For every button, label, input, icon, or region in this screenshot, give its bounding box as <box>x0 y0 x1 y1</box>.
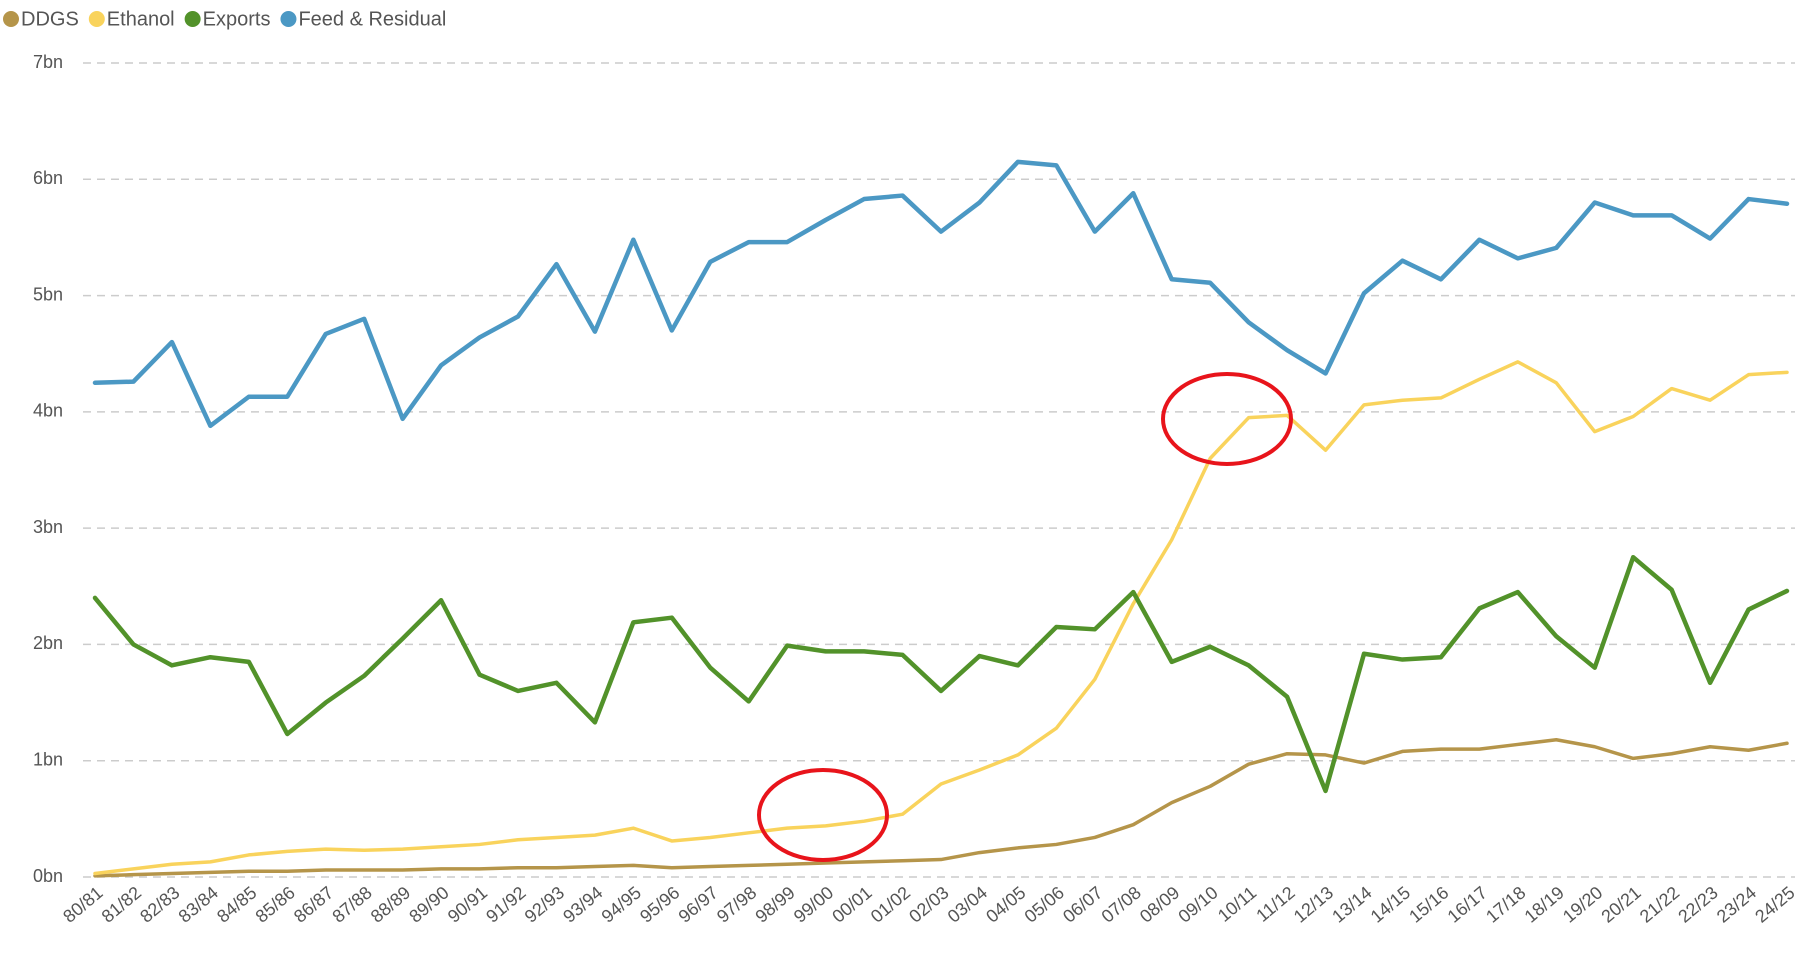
legend-marker <box>88 11 105 27</box>
series-line <box>92 554 1790 794</box>
x-tick-label: 83/84 <box>175 882 222 926</box>
x-tick-label: 19/20 <box>1559 882 1606 926</box>
x-tick-label: 24/25 <box>1751 882 1798 926</box>
y-tick-label: 6bn <box>33 168 63 188</box>
x-tick-label: 95/96 <box>636 882 683 926</box>
x-tick-label: 22/23 <box>1674 882 1721 926</box>
y-tick-label: 1bn <box>33 749 63 769</box>
legend-marker <box>280 11 297 27</box>
x-tick-label: 00/01 <box>828 882 875 926</box>
x-tick-label: 98/99 <box>751 882 798 926</box>
legend-label: Ethanol <box>107 8 175 30</box>
x-tick-label: 13/14 <box>1328 882 1375 926</box>
x-tick-label: 15/16 <box>1405 882 1452 926</box>
x-tick-label: 17/18 <box>1482 882 1529 926</box>
x-tick-label: 88/89 <box>367 882 414 926</box>
highlight-circle <box>757 768 889 862</box>
x-tick-label: 18/19 <box>1521 882 1568 926</box>
y-tick-label: 4bn <box>33 401 63 421</box>
x-tick-label: 02/03 <box>905 882 952 926</box>
y-tick-label: 7bn <box>33 52 63 72</box>
x-tick-label: 81/82 <box>98 882 145 926</box>
x-tick-label: 23/24 <box>1713 882 1760 926</box>
legend-marker <box>3 11 19 27</box>
x-tick-label: 04/05 <box>982 882 1029 926</box>
x-tick-label: 89/90 <box>405 882 452 926</box>
x-tick-label: 21/22 <box>1636 882 1683 926</box>
y-tick-label: 2bn <box>33 633 63 653</box>
x-tick-label: 93/94 <box>559 882 606 926</box>
x-tick-label: 92/93 <box>521 882 568 926</box>
grid: 0bn 1bn 2bn 3bn 4bn 5bn 6bn 7bn <box>33 52 1795 886</box>
series-line <box>93 738 1789 878</box>
lines <box>92 159 1790 878</box>
x-tick-label: 01/02 <box>867 882 914 926</box>
x-tick-label: 03/04 <box>944 882 991 926</box>
highlight-circle <box>1161 372 1293 466</box>
x-tick-label: 84/85 <box>213 882 260 926</box>
x-tick-label: 94/95 <box>598 882 645 926</box>
x-tick-label: 86/87 <box>290 882 337 926</box>
x-tick-label: 05/06 <box>1021 882 1068 926</box>
x-tick-label: 91/92 <box>482 882 529 926</box>
x-tick-label: 14/15 <box>1367 882 1414 926</box>
x-tick-label: 06/07 <box>1059 882 1106 926</box>
x-tick-label: 07/08 <box>1098 882 1145 926</box>
x-tick-label: 80/81 <box>59 882 106 926</box>
x-tick-label: 16/17 <box>1444 882 1491 926</box>
x-tick-label: 09/10 <box>1174 882 1221 926</box>
x-axis: 80/8181/8282/8383/8484/8585/8686/8787/88… <box>59 882 1798 926</box>
x-tick-label: 96/97 <box>675 882 722 926</box>
y-tick-label: 0bn <box>33 866 63 886</box>
x-tick-label: 99/00 <box>790 882 837 926</box>
x-tick-label: 12/13 <box>1290 882 1337 926</box>
y-tick-label: 5bn <box>33 284 63 304</box>
x-tick-label: 10/11 <box>1214 882 1260 925</box>
legend-label: DDGS <box>21 8 79 30</box>
x-tick-label: 87/88 <box>328 882 375 926</box>
series-line <box>93 360 1789 876</box>
x-tick-label: 82/83 <box>136 882 183 926</box>
x-tick-label: 85/86 <box>252 882 299 926</box>
series-line <box>92 159 1790 429</box>
legend-label: Feed & Residual <box>298 8 446 30</box>
x-tick-label: 97/98 <box>713 882 760 926</box>
x-tick-label: 08/09 <box>1136 882 1183 926</box>
legend: DDGS Ethanol Exports Feed & Residual <box>3 8 446 30</box>
y-tick-label: 3bn <box>33 517 63 537</box>
x-tick-label: 90/91 <box>444 882 491 926</box>
legend-marker <box>184 11 201 27</box>
x-tick-label: 20/21 <box>1597 882 1644 926</box>
x-tick-label: 11/12 <box>1252 882 1298 925</box>
legend-label: Exports <box>203 8 271 30</box>
